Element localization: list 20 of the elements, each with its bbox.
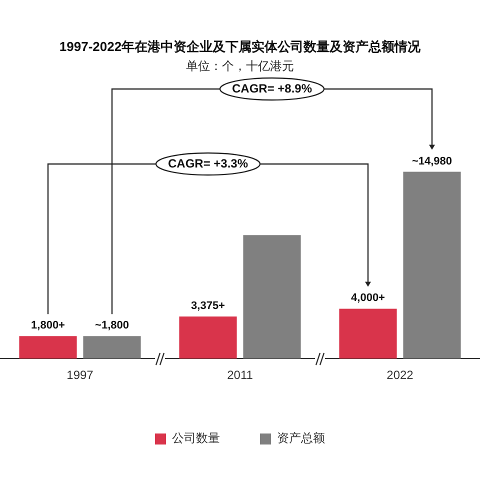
chart-title: 1997-2022年在港中资企业及下属实体公司数量及资产总额情况: [58, 38, 422, 56]
bar: [83, 336, 141, 359]
bar: [243, 235, 301, 359]
legend-label: 公司数量: [172, 431, 220, 446]
data-label: 3,375+: [191, 300, 225, 312]
data-label: 4,000+: [351, 292, 385, 304]
data-label: 1,800+: [31, 320, 65, 332]
bar: [19, 336, 77, 359]
text: CAGR= +8.9%: [232, 81, 312, 96]
chart-subtitle: 单位：个，十亿港元: [185, 58, 295, 75]
x-tick-label: 2011: [227, 368, 254, 382]
legend-label: 资产总额: [277, 431, 325, 446]
bar: [403, 172, 461, 359]
data-label: ~14,980: [412, 155, 452, 168]
data-label: ~1,800: [95, 320, 129, 332]
text: CAGR= +3.3%: [168, 156, 248, 170]
x-tick-label: 1997: [66, 368, 94, 382]
bar: [179, 316, 237, 359]
x-tick-label: 2022: [386, 368, 414, 382]
bar: [339, 308, 397, 359]
